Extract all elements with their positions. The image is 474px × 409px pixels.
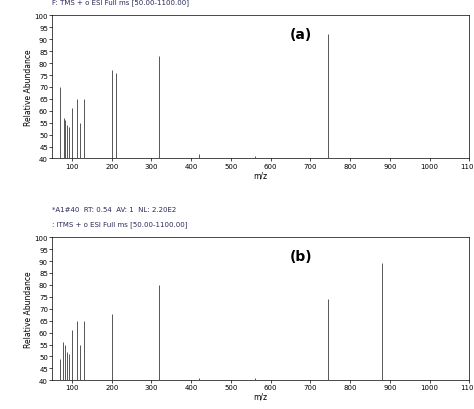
Y-axis label: Relative Abundance: Relative Abundance [24, 49, 33, 126]
X-axis label: m/z: m/z [254, 171, 268, 180]
Text: (a): (a) [290, 28, 312, 42]
X-axis label: m/z: m/z [254, 392, 268, 401]
Text: *A1#40  RT: 0.54  AV: 1  NL: 2.20E2: *A1#40 RT: 0.54 AV: 1 NL: 2.20E2 [52, 206, 176, 212]
Y-axis label: Relative Abundance: Relative Abundance [24, 271, 33, 347]
Text: F: TMS + o ESI Full ms [50.00-1100.00]: F: TMS + o ESI Full ms [50.00-1100.00] [52, 0, 189, 6]
Text: : ITMS + o ESI Full ms [50.00-1100.00]: : ITMS + o ESI Full ms [50.00-1100.00] [52, 220, 188, 227]
Text: (b): (b) [290, 249, 312, 263]
